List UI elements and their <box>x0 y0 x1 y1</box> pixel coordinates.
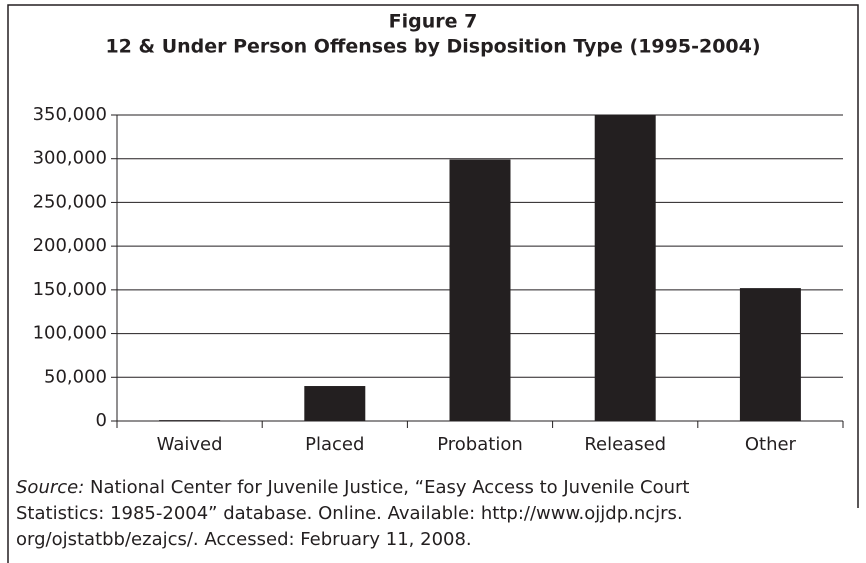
y-tick-label: 150,000 <box>33 279 107 300</box>
y-tick-label: 50,000 <box>44 366 107 387</box>
source-line: org/ojstatbb/ezajcs/. Accessed: February… <box>16 529 472 550</box>
y-tick-label: 200,000 <box>33 235 107 256</box>
bar <box>159 420 221 421</box>
x-tick-label: Other <box>745 434 797 455</box>
x-tick-label: Released <box>584 434 666 455</box>
x-tick-label: Placed <box>305 434 364 455</box>
source-label: Source: <box>16 477 84 498</box>
source-line: Statistics: 1985-2004” database. Online.… <box>16 503 683 524</box>
chart-title: Figure 7 <box>389 11 478 33</box>
bar <box>304 386 366 421</box>
chart-subtitle: 12 & Under Person Offenses by Dispositio… <box>105 36 760 58</box>
source-line: National Center for Juvenile Justice, “E… <box>90 477 689 498</box>
x-tick-label: Waived <box>157 434 223 455</box>
y-tick-label: 300,000 <box>33 148 107 169</box>
y-tick-label: 250,000 <box>33 191 107 212</box>
bar <box>594 115 656 421</box>
frame <box>7 4 859 563</box>
y-tick-label: 100,000 <box>33 323 107 344</box>
y-tick-label: 350,000 <box>33 104 107 125</box>
y-tick-label: 0 <box>96 410 107 431</box>
bar <box>449 159 511 422</box>
source-text: Source: National Center for Juvenile Jus… <box>16 477 689 498</box>
bar <box>739 288 801 421</box>
x-tick-label: Probation <box>437 434 523 455</box>
